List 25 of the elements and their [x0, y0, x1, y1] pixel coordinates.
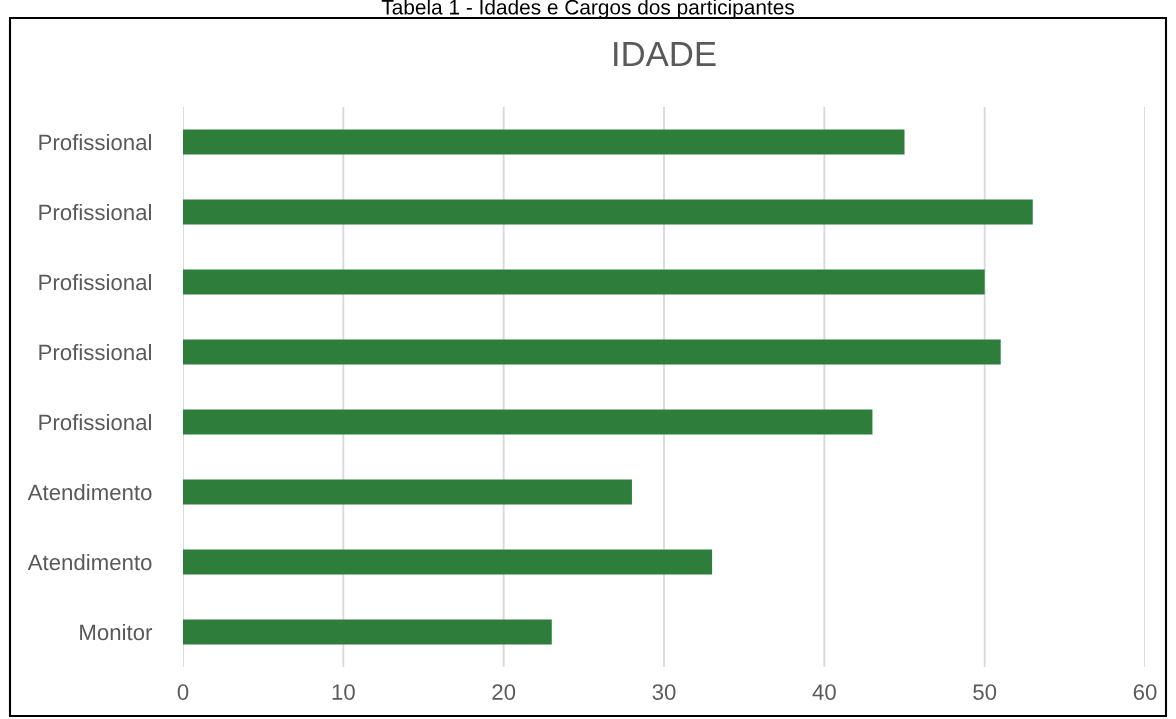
bar — [183, 619, 552, 645]
x-tick-label: 30 — [652, 684, 676, 700]
x-tick-label: 40 — [812, 684, 836, 700]
bar — [183, 129, 905, 155]
y-tick-label: Atendimento — [27, 483, 152, 501]
bar — [183, 339, 1001, 365]
bar — [183, 549, 713, 575]
x-tick-label: 20 — [492, 684, 516, 700]
bar — [183, 479, 632, 505]
y-tick-label: Monitor — [80, 623, 153, 641]
chart-title: IDADE — [614, 42, 716, 66]
y-tick-label: Profissional — [39, 133, 151, 151]
x-tick-label: 10 — [332, 684, 355, 700]
text: Tabela 1 - Idades e Cargos dos participantes — [381, 0, 794, 19]
y-tick-label: Profissional — [39, 273, 151, 291]
y-tick-label: Atendimento — [27, 553, 152, 571]
y-tick-label: Profissional — [39, 413, 151, 431]
bar — [183, 409, 873, 435]
bar — [183, 269, 985, 295]
x-tick-label: 0 — [177, 684, 189, 700]
x-tick-label: 60 — [1133, 684, 1157, 700]
y-tick-label: Profissional — [39, 343, 151, 361]
bar — [183, 199, 1033, 225]
y-tick-label: Profissional — [39, 203, 151, 221]
x-tick-label: 50 — [973, 684, 997, 700]
